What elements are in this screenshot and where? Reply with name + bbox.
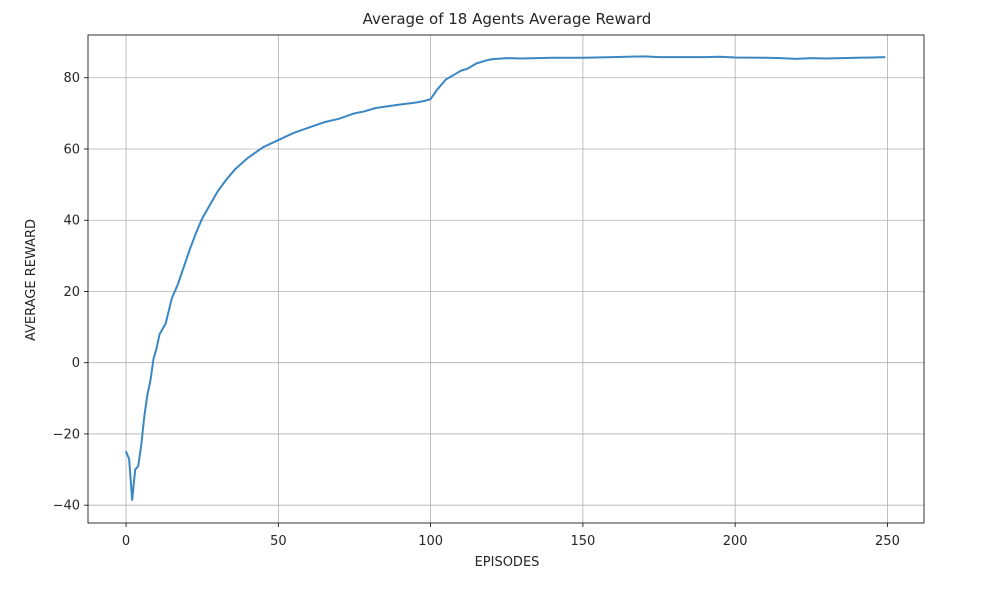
x-axis-label: EPISODES [475, 555, 540, 570]
x-tick-label: 50 [270, 534, 287, 549]
y-axis-label: AVERAGE REWARD [24, 219, 39, 341]
grid [88, 35, 924, 523]
x-tick-label: 250 [875, 534, 900, 549]
y-tick-label: −40 [53, 499, 80, 514]
y-tick-label: 20 [63, 285, 80, 300]
y-tick-label: 80 [63, 71, 80, 86]
x-tick-label: 0 [122, 534, 130, 549]
y-tick-label: 60 [63, 142, 80, 157]
x-tick-label: 100 [418, 534, 443, 549]
y-tick-label: 40 [63, 214, 80, 229]
x-tick-label: 150 [570, 534, 595, 549]
plot-frame [87, 34, 925, 524]
plot-area [125, 55, 886, 501]
series-line [125, 55, 886, 501]
x-tick-label: 200 [723, 534, 748, 549]
y-tick-label: 0 [72, 356, 80, 371]
ticks: 0 50 100 150 200 250 −40 −20 0 20 40 60 80 [53, 71, 900, 549]
chart-title: Average of 18 Agents Average Reward [363, 10, 652, 28]
y-tick-label: −20 [53, 427, 80, 442]
